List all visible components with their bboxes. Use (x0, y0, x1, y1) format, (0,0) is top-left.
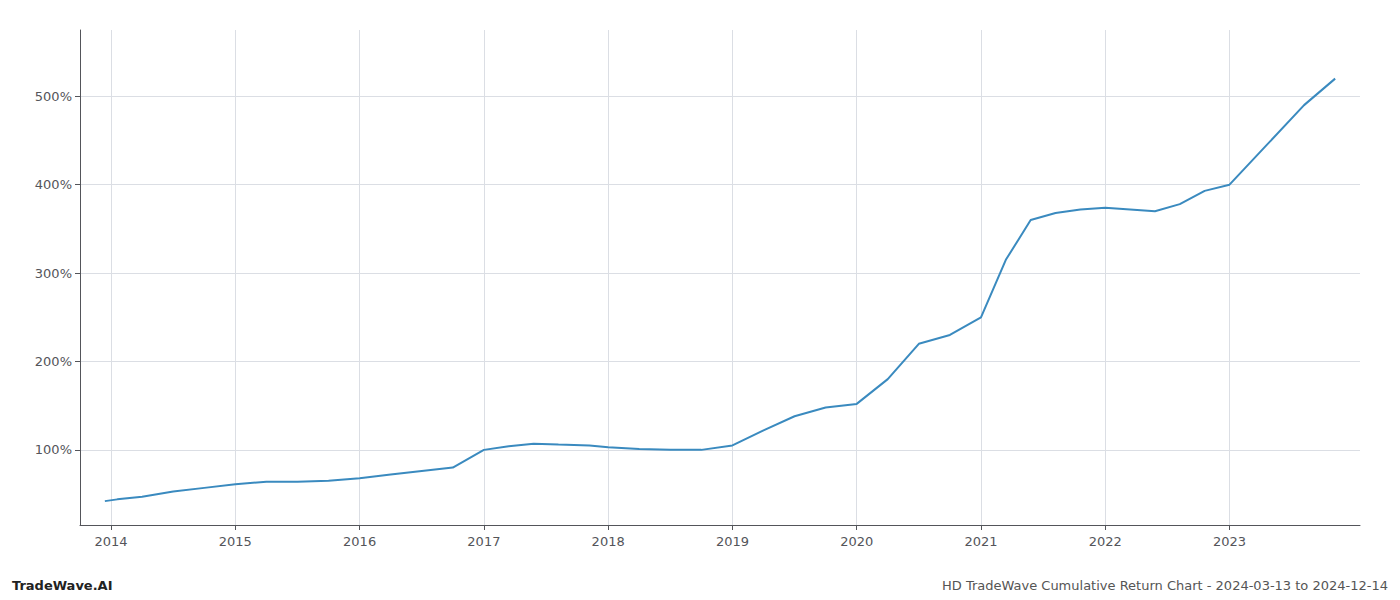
svg-text:2017: 2017 (467, 534, 500, 549)
svg-text:TradeWave.AI: TradeWave.AI (12, 578, 113, 593)
svg-text:2020: 2020 (840, 534, 873, 549)
svg-text:2018: 2018 (592, 534, 625, 549)
svg-text:2019: 2019 (716, 534, 749, 549)
svg-text:400%: 400% (35, 177, 72, 192)
svg-text:2016: 2016 (343, 534, 376, 549)
svg-text:100%: 100% (35, 442, 72, 457)
svg-text:2015: 2015 (219, 534, 252, 549)
svg-text:300%: 300% (35, 266, 72, 281)
svg-text:2021: 2021 (964, 534, 997, 549)
svg-text:2014: 2014 (95, 534, 128, 549)
svg-text:500%: 500% (35, 89, 72, 104)
svg-text:HD TradeWave Cumulative Return: HD TradeWave Cumulative Return Chart - 2… (942, 578, 1388, 593)
svg-text:200%: 200% (35, 354, 72, 369)
svg-text:2022: 2022 (1089, 534, 1122, 549)
svg-text:2023: 2023 (1213, 534, 1246, 549)
